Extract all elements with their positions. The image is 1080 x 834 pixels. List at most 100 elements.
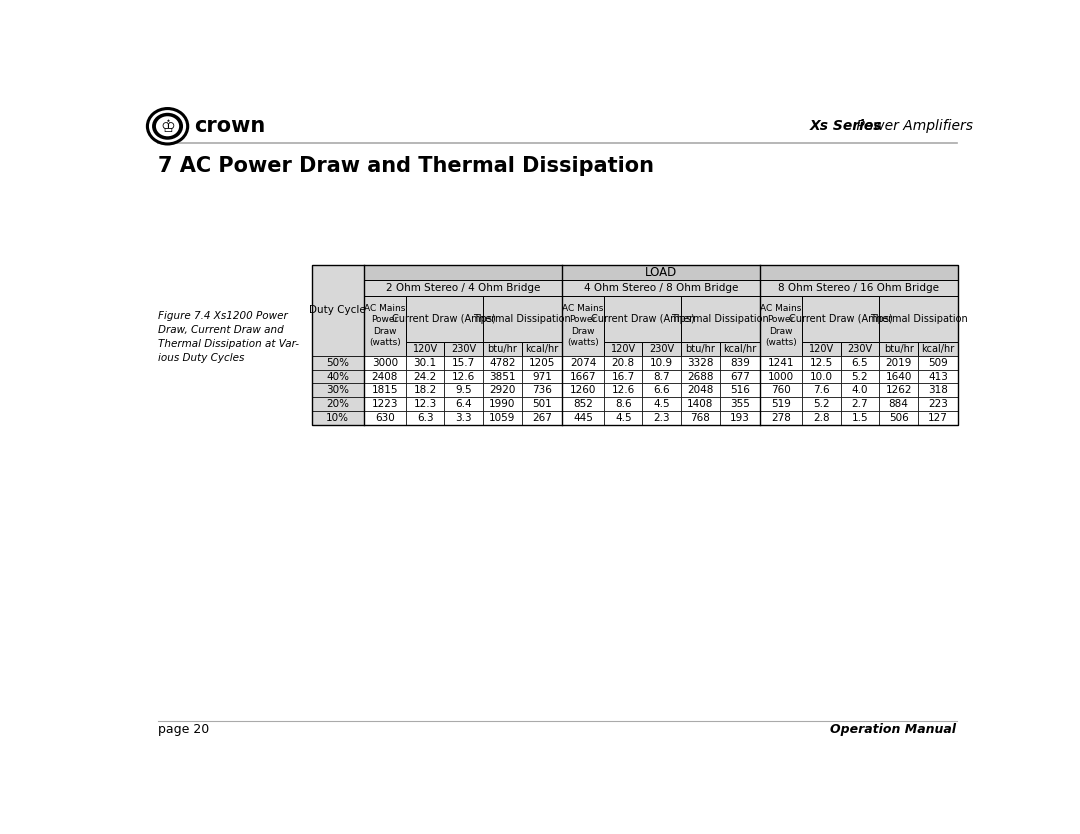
Bar <box>918 411 958 425</box>
Text: 1640: 1640 <box>886 371 912 381</box>
Text: 20.8: 20.8 <box>611 358 635 368</box>
Text: Power Amplifiers: Power Amplifiers <box>852 119 973 133</box>
Text: 768: 768 <box>690 413 711 423</box>
Text: 839: 839 <box>730 358 750 368</box>
Text: 20%: 20% <box>326 399 349 409</box>
Bar <box>802 342 840 356</box>
Text: 12.6: 12.6 <box>611 385 635 395</box>
Bar <box>312 397 364 411</box>
Text: Current Draw (Amps): Current Draw (Amps) <box>788 314 892 324</box>
Bar <box>312 265 364 356</box>
Text: 1815: 1815 <box>372 385 399 395</box>
Bar <box>522 369 562 384</box>
Text: 278: 278 <box>771 413 791 423</box>
Text: 230V: 230V <box>847 344 873 354</box>
Bar <box>312 369 364 384</box>
Text: 3.3: 3.3 <box>455 413 472 423</box>
Text: 884: 884 <box>889 399 908 409</box>
Text: 223: 223 <box>929 399 948 409</box>
Text: 7.6: 7.6 <box>813 385 829 395</box>
Bar <box>522 342 562 356</box>
Bar <box>802 384 840 397</box>
Text: 2.8: 2.8 <box>813 413 829 423</box>
Text: AC Mains
Power
Draw
(watts): AC Mains Power Draw (watts) <box>563 304 604 348</box>
Text: 516: 516 <box>730 385 750 395</box>
Bar <box>312 384 364 397</box>
Bar <box>840 397 879 411</box>
Bar <box>562 397 604 411</box>
Bar <box>879 411 918 425</box>
Bar <box>802 369 840 384</box>
Bar <box>918 397 958 411</box>
Bar <box>760 397 802 411</box>
Ellipse shape <box>152 113 183 140</box>
Text: 7 AC Power Draw and Thermal Dissipation: 7 AC Power Draw and Thermal Dissipation <box>159 156 654 176</box>
Text: 267: 267 <box>532 413 552 423</box>
Text: kcal/hr: kcal/hr <box>921 344 955 354</box>
Text: 12.6: 12.6 <box>451 371 475 381</box>
Text: 230V: 230V <box>450 344 476 354</box>
Bar <box>406 384 444 397</box>
Text: 8 Ohm Stereo / 16 Ohm Bridge: 8 Ohm Stereo / 16 Ohm Bridge <box>779 283 940 293</box>
Text: btu/hr: btu/hr <box>686 344 715 354</box>
Text: 2920: 2920 <box>489 385 515 395</box>
Text: 230V: 230V <box>649 344 674 354</box>
Text: 16.7: 16.7 <box>611 371 635 381</box>
Text: kcal/hr: kcal/hr <box>724 344 757 354</box>
Text: LOAD: LOAD <box>645 266 677 279</box>
Text: 630: 630 <box>375 413 394 423</box>
Bar <box>680 356 720 369</box>
Text: 6.3: 6.3 <box>417 413 433 423</box>
Text: 3851: 3851 <box>489 371 515 381</box>
Bar <box>562 280 760 296</box>
Text: Thermal Dissipation: Thermal Dissipation <box>672 314 769 324</box>
Text: AC Mains
Power
Draw
(watts): AC Mains Power Draw (watts) <box>760 304 801 348</box>
Text: 24.2: 24.2 <box>414 371 436 381</box>
Bar <box>643 356 680 369</box>
Bar <box>840 342 879 356</box>
Text: 519: 519 <box>771 399 791 409</box>
Text: page 20: page 20 <box>159 723 210 736</box>
Text: 501: 501 <box>532 399 552 409</box>
Bar <box>760 384 802 397</box>
Bar <box>840 369 879 384</box>
Bar <box>680 342 720 356</box>
Bar <box>879 369 918 384</box>
Bar <box>760 411 802 425</box>
Text: 1262: 1262 <box>886 385 912 395</box>
Bar <box>312 411 364 425</box>
Text: 2019: 2019 <box>886 358 912 368</box>
Bar <box>643 397 680 411</box>
Text: 677: 677 <box>730 371 750 381</box>
Text: 1241: 1241 <box>768 358 794 368</box>
Bar <box>680 296 760 342</box>
Bar <box>444 356 483 369</box>
Text: 971: 971 <box>532 371 552 381</box>
Bar <box>760 280 958 296</box>
Text: Operation Manual: Operation Manual <box>831 723 957 736</box>
Text: 50%: 50% <box>326 358 349 368</box>
Bar <box>802 411 840 425</box>
Bar <box>760 369 802 384</box>
Text: Current Draw (Amps): Current Draw (Amps) <box>392 314 496 324</box>
Text: btu/hr: btu/hr <box>487 344 517 354</box>
Text: 2688: 2688 <box>687 371 714 381</box>
Text: crown: crown <box>194 116 266 136</box>
Bar <box>643 411 680 425</box>
Bar <box>604 397 643 411</box>
Bar <box>483 397 522 411</box>
Bar <box>562 384 604 397</box>
Bar <box>720 384 760 397</box>
Text: 4.0: 4.0 <box>851 385 868 395</box>
Bar <box>918 369 958 384</box>
Bar <box>879 296 958 342</box>
Text: 355: 355 <box>730 399 750 409</box>
Bar <box>879 356 918 369</box>
Text: 2.3: 2.3 <box>653 413 670 423</box>
Bar <box>604 356 643 369</box>
Text: 8.6: 8.6 <box>615 399 632 409</box>
Bar <box>802 356 840 369</box>
Bar <box>406 369 444 384</box>
Text: 5.2: 5.2 <box>851 371 868 381</box>
Bar <box>444 384 483 397</box>
